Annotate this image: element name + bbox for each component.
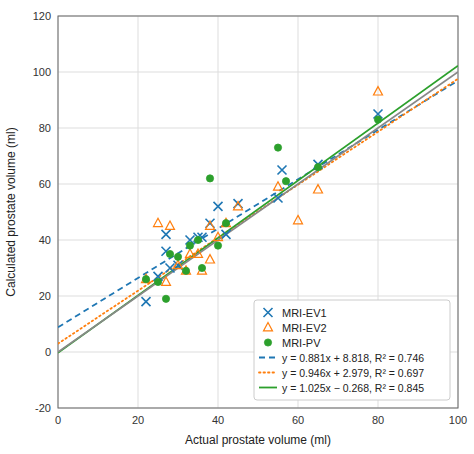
grid-line-x (138, 16, 139, 408)
x-tick-label: 60 (292, 414, 304, 426)
point (162, 277, 171, 285)
point (166, 250, 173, 257)
legend-label: MRI-EV1 (282, 307, 327, 319)
point (234, 201, 243, 209)
point (214, 232, 223, 240)
point (182, 267, 189, 274)
grid-line-x (218, 16, 219, 408)
point (142, 297, 151, 306)
x-tick-label: 40 (212, 414, 224, 426)
legend-symbol (259, 372, 277, 374)
x-axis-label: Actual prostate volume (ml) (185, 433, 331, 447)
point (206, 255, 215, 263)
point (374, 116, 381, 123)
y-tick-label: 80 (39, 122, 51, 134)
y-axis-label: Calculated prostate volume (ml) (4, 127, 18, 296)
point (314, 185, 323, 193)
point (174, 261, 183, 270)
legend-symbol (259, 387, 277, 389)
x-tick-label: 100 (449, 414, 467, 426)
point (206, 221, 215, 229)
point (274, 182, 283, 190)
point (222, 220, 229, 227)
point (314, 164, 321, 171)
legend-label: MRI-EV2 (282, 322, 327, 334)
y-tick-label: 20 (39, 290, 51, 302)
point (194, 236, 201, 243)
point (154, 218, 163, 226)
legend: MRI-EV1 MRI-EV2 MRI-PV y = 0.881x + 8.818, … (254, 300, 450, 400)
point (278, 166, 287, 175)
point (162, 230, 171, 239)
point (174, 260, 183, 268)
legend-symbol (259, 357, 277, 359)
point (374, 87, 383, 95)
grid-line-y (58, 72, 458, 73)
legend-label: y = 1.025x − 0.268, R² = 0.845 (282, 382, 424, 394)
point (142, 274, 151, 282)
point (186, 249, 195, 257)
line (58, 81, 458, 328)
points (142, 87, 383, 307)
chart: 0 20 40 60 80 100 -20 0 20 40 60 80 100 120 Actual pro… (0, 0, 474, 454)
background (0, 0, 474, 454)
grid-line-y (58, 296, 458, 297)
plot-frame (58, 16, 458, 408)
legend-label: y = 0.881x + 8.818, R² = 0.746 (282, 352, 424, 364)
y-tick-label: 100 (33, 66, 51, 78)
legend-symbol (264, 308, 273, 317)
point (274, 144, 281, 151)
point (294, 215, 303, 223)
point (162, 295, 169, 302)
point (166, 221, 175, 229)
grid-line-y (58, 128, 458, 129)
grid (58, 16, 458, 408)
y-tick-label: -20 (35, 402, 51, 414)
point (154, 278, 161, 285)
point (214, 242, 221, 249)
y-tick-label: 60 (39, 178, 51, 190)
y-tick-label: 40 (39, 234, 51, 246)
point (174, 253, 181, 260)
point (282, 178, 289, 185)
legend-symbol (264, 339, 271, 346)
y-tick-label: 0 (45, 346, 51, 358)
point (222, 230, 231, 239)
point (222, 218, 231, 226)
point (274, 194, 283, 203)
legend-symbol (264, 323, 273, 331)
point (142, 276, 149, 283)
grid-line-y (58, 240, 458, 241)
point (206, 175, 213, 182)
legend-box (254, 300, 450, 400)
point (214, 202, 223, 211)
point (186, 242, 193, 249)
point (194, 249, 203, 257)
legend-label: MRI-PV (282, 337, 321, 349)
x-tick-label: 0 (55, 414, 61, 426)
point (198, 264, 205, 271)
x-tick-label: 80 (372, 414, 384, 426)
point (182, 266, 191, 274)
y-tick-label: 120 (33, 10, 51, 22)
legend-label: y = 0.946x + 2.979, R² = 0.697 (282, 367, 424, 379)
grid-line-y (58, 184, 458, 185)
x-tick-label: 20 (132, 414, 144, 426)
